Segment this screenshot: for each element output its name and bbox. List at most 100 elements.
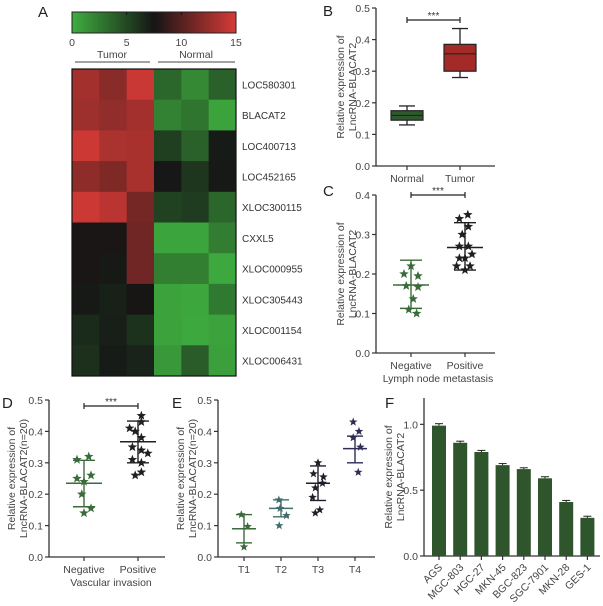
y-axis-label: Relative expression of bbox=[335, 35, 347, 138]
heatmap-cell bbox=[72, 161, 100, 193]
heatmap-cell bbox=[181, 69, 210, 101]
data-point-star bbox=[84, 451, 94, 461]
gene-label: LOC400713 bbox=[242, 142, 296, 153]
data-point-star bbox=[315, 505, 325, 514]
y-tick-label: 0.0 bbox=[197, 552, 212, 564]
y-axis-label: Relative expression of bbox=[383, 425, 395, 528]
y-tick-label: 0.5 bbox=[355, 3, 370, 15]
heatmap-cell bbox=[126, 99, 155, 131]
y-tick-label: 0.5 bbox=[403, 485, 418, 497]
bar bbox=[495, 465, 510, 556]
data-point-star bbox=[399, 269, 409, 279]
gene-label: XLOC006431 bbox=[242, 357, 303, 368]
data-point-star bbox=[130, 426, 140, 436]
heatmap-cell bbox=[154, 161, 182, 193]
heatmap-cell bbox=[99, 191, 128, 223]
panel-label-c: C bbox=[323, 183, 334, 200]
bar bbox=[559, 502, 574, 556]
y-tick-label: 0.4 bbox=[355, 35, 370, 47]
heatmap-cell bbox=[99, 283, 128, 316]
data-point-star bbox=[467, 249, 477, 259]
data-point-star bbox=[465, 261, 475, 271]
data-point-star bbox=[143, 448, 153, 458]
heatmap-cell bbox=[99, 130, 128, 162]
heatmap-cell bbox=[208, 69, 237, 101]
heatmap-cell bbox=[181, 222, 210, 254]
data-point-star bbox=[404, 304, 414, 314]
heatmap-cell bbox=[154, 283, 182, 316]
x-tick-label: Negative bbox=[63, 564, 105, 576]
data-point-star bbox=[356, 442, 365, 451]
colorbar-tick-label: 5 bbox=[124, 37, 130, 49]
heatmap-cell bbox=[126, 130, 155, 162]
data-point-star bbox=[319, 472, 328, 481]
data-point-star bbox=[451, 261, 462, 271]
heatmap-cell bbox=[208, 99, 237, 131]
y-tick-label: 0.4 bbox=[355, 190, 370, 202]
heatmap-cell bbox=[72, 99, 100, 131]
heatmap-cell bbox=[154, 69, 182, 101]
colorbar-tick-label: 10 bbox=[175, 37, 187, 49]
scatter-panel-e: 0.0 0.1 0.2 0.3 0.4 0.5 Relative expression of… bbox=[175, 395, 375, 576]
gene-label: XLOC000955 bbox=[242, 265, 303, 276]
y-tick-label: 0.0 bbox=[28, 552, 43, 564]
x-tick-label: Positive bbox=[447, 360, 484, 372]
panel-label-f: F bbox=[385, 395, 394, 412]
heatmap-cell bbox=[99, 253, 128, 285]
heatmap-cell bbox=[154, 345, 182, 377]
data-point-star bbox=[243, 522, 252, 531]
heatmap-cell bbox=[154, 222, 182, 254]
y-tick-label: 0.2 bbox=[197, 489, 212, 501]
heatmap-cell bbox=[208, 345, 237, 377]
heatmap-cell bbox=[181, 161, 210, 193]
data-point-star bbox=[454, 253, 465, 263]
y-tick-label: 0.0 bbox=[403, 551, 418, 563]
y-axis-label: Relative expression of bbox=[175, 427, 187, 530]
heatmap-cell bbox=[154, 99, 182, 131]
y-tick-label: 0.2 bbox=[355, 269, 370, 281]
data-point-star bbox=[454, 241, 465, 251]
y-axis-label: Relative expression of bbox=[335, 222, 347, 325]
heatmap-cell bbox=[208, 283, 237, 316]
heatmap-cell bbox=[99, 222, 128, 254]
y-tick-label: 0.3 bbox=[355, 230, 370, 242]
significance-label: *** bbox=[105, 397, 117, 408]
y-axis-label: LncRNA-BLACAT2(n=20) bbox=[187, 419, 199, 538]
y-tick-label: 0.3 bbox=[355, 66, 370, 78]
group-label-normal: Normal bbox=[179, 49, 213, 61]
heatmap-cell bbox=[181, 345, 210, 377]
heatmap-cell bbox=[72, 314, 100, 346]
data-point-star bbox=[136, 445, 147, 455]
panel-label-a: A bbox=[38, 4, 48, 21]
x-axis-label: Vascular invasion bbox=[70, 577, 152, 589]
y-tick-label: 0.1 bbox=[197, 521, 212, 533]
gene-label: XLOC305443 bbox=[242, 295, 303, 306]
data-point-star bbox=[311, 508, 320, 517]
data-point-star bbox=[311, 483, 320, 492]
data-point-star bbox=[86, 470, 96, 480]
gene-label: CXXL5 bbox=[242, 234, 274, 245]
y-tick-label: 1.0 bbox=[403, 419, 418, 431]
heatmap-cell bbox=[72, 253, 100, 285]
y-tick-label: 0.1 bbox=[28, 521, 43, 533]
heatmap-border bbox=[71, 68, 237, 377]
heatmap-cell bbox=[99, 99, 128, 131]
heatmap-cell bbox=[208, 191, 237, 223]
heatmap-cell bbox=[126, 191, 155, 223]
scatter-panel-d: 0.0 0.1 0.2 0.3 0.4 0.5 Relative expression of… bbox=[6, 395, 165, 589]
colorbar-tick-label: 15 bbox=[230, 37, 242, 49]
gene-label: LOC580301 bbox=[242, 80, 296, 91]
y-tick-label: 0.4 bbox=[197, 426, 212, 438]
data-point-star bbox=[127, 442, 138, 452]
heatmap-cell bbox=[208, 130, 237, 162]
heatmap-cell bbox=[181, 130, 210, 162]
y-tick-label: 0.5 bbox=[197, 395, 212, 407]
data-point-star bbox=[463, 209, 473, 219]
bar-panel-f: 0.0 0.5 1.0 Relative expression of LncRNA-BL… bbox=[383, 398, 600, 605]
significance-label: *** bbox=[432, 186, 444, 197]
heatmap-cell bbox=[126, 161, 155, 193]
data-point-star bbox=[454, 213, 465, 223]
y-tick-label: 0.0 bbox=[355, 348, 370, 360]
y-tick-label: 0.2 bbox=[355, 98, 370, 110]
